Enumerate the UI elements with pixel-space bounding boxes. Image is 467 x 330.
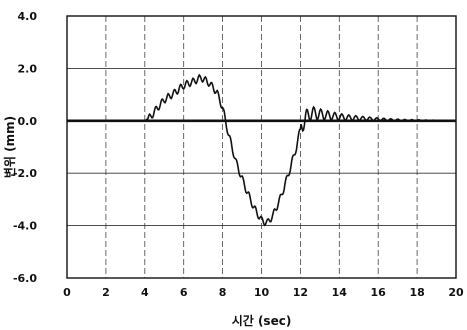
x-tick-label: 12	[293, 286, 308, 299]
series-group	[67, 73, 456, 227]
x-tick-label: 10	[254, 286, 270, 299]
y-tick-label: 4.0	[18, 10, 38, 23]
x-tick-label: 0	[63, 286, 71, 299]
y-tick-label: -6.0	[13, 272, 37, 285]
x-tick-label: 6	[180, 286, 188, 299]
x-tick-label: 16	[371, 286, 387, 299]
y-tick-label: -2.0	[13, 167, 37, 180]
y-tick-label: -4.0	[13, 220, 37, 233]
x-tick-label: 2	[102, 286, 110, 299]
x-tick-label: 8	[219, 286, 227, 299]
y-axis-title: 변위 (mm)	[2, 116, 17, 178]
x-tick-label: 4	[141, 286, 149, 299]
x-tick-label: 18	[409, 286, 424, 299]
plot-area-frame	[66, 15, 457, 279]
x-axis-title: 시간 (sec)	[232, 313, 292, 328]
y-tick-label: 0.0	[18, 115, 38, 128]
x-tick-label: 20	[448, 286, 464, 299]
displacement-series-line	[67, 73, 443, 227]
y-tick-label: 2.0	[18, 62, 38, 75]
grid	[66, 15, 457, 279]
tick-labels: 0 2 4 6 8 10 12 14 16 18 20 4.0 2.0 0.0 -2.0 -4.0 -6.0	[13, 10, 464, 299]
x-tick-label: 14	[332, 286, 348, 299]
